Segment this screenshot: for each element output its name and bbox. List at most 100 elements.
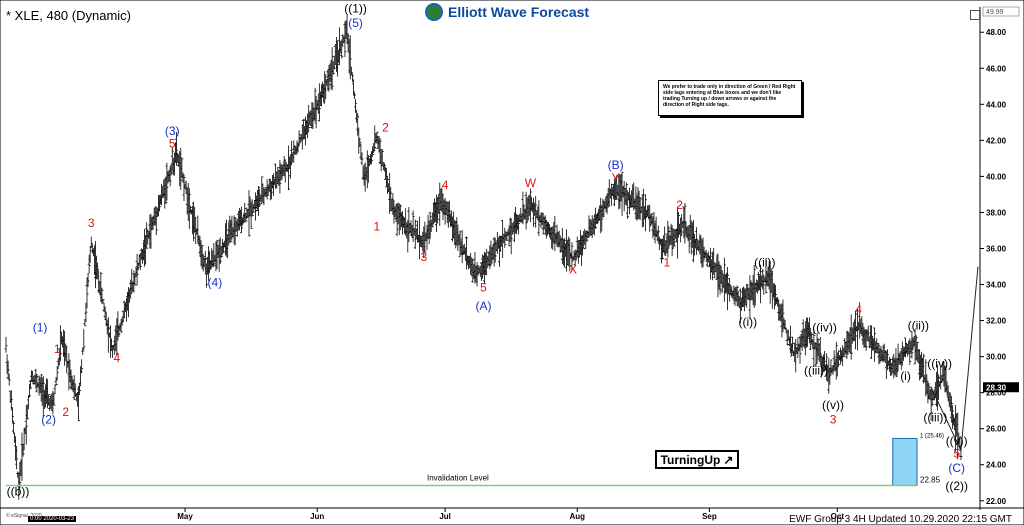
ohlc-bar: [834, 341, 838, 380]
symbol-title: * XLE, 480 (Dynamic): [6, 8, 131, 23]
wave-label: (i): [900, 369, 911, 383]
ohlc-bar: [215, 239, 219, 270]
ohlc-bar: [503, 227, 507, 248]
ohlc-bar: [505, 233, 509, 241]
ohlc-bar: [72, 375, 76, 401]
ohlc-bar: [133, 274, 137, 286]
ohlc-bar: [380, 148, 384, 165]
ohlc-bar: [188, 205, 192, 214]
wave-label: X: [569, 263, 577, 277]
blue-box-top-label: 1 (25.46): [920, 433, 944, 439]
ohlc-bar: [182, 175, 186, 201]
ohlc-bar: [103, 306, 107, 320]
ohlc-bar: [534, 196, 538, 228]
ohlc-bar: [620, 171, 624, 216]
wave-label: ((v)): [822, 398, 844, 412]
ohlc-bar: [464, 236, 468, 270]
wave-label: ((v)): [946, 434, 968, 448]
y-tick-label: 46.00: [986, 64, 1007, 73]
wave-label: ((iii)): [923, 410, 947, 424]
y-tick-label: 32.00: [986, 317, 1007, 326]
wave-label: 1: [54, 342, 61, 356]
ohlc-bar: [11, 420, 15, 433]
ohlc-bar: [301, 119, 305, 140]
ohlc-bar: [683, 202, 687, 244]
ohlc-bar: [570, 242, 574, 271]
ohlc-bar: [27, 383, 31, 397]
wave-label: (A): [475, 299, 491, 313]
ohlc-bar: [384, 169, 388, 188]
ohlc-bar: [87, 254, 91, 274]
ohlc-bar: [785, 330, 789, 346]
ohlc-bar: [24, 405, 28, 445]
wave-label: ((iv)): [812, 320, 837, 334]
blue-box-zone: [892, 437, 918, 486]
ohlc-bar: [386, 176, 390, 194]
ohlc-bar: [723, 274, 727, 294]
ohlc-bar: [663, 226, 667, 255]
ohlc-bar: [101, 299, 105, 304]
x-tick-label: Sep: [702, 512, 717, 521]
wave-label: 5: [480, 281, 487, 295]
chart-menu-icon[interactable]: [970, 10, 980, 20]
ohlc-bar: [53, 384, 57, 395]
ohlc-bar: [58, 325, 62, 362]
ohlc-bar: [317, 83, 321, 122]
ohlc-bar: [743, 289, 747, 312]
ohlc-bar: [914, 335, 918, 361]
ohlc-bar: [600, 204, 604, 232]
ohlc-bar: [37, 375, 41, 396]
ohlc-bar: [203, 250, 207, 275]
ohlc-bar: [21, 443, 25, 457]
cursor-date-box: 0:00 2020-03-23: [28, 516, 77, 522]
brand-logo: Elliott Wave Forecast: [425, 1, 589, 23]
ohlc-bar: [119, 318, 123, 333]
ohlc-bar: [930, 390, 934, 407]
ohlc-bar: [708, 247, 712, 280]
ohlc-bar: [154, 206, 158, 236]
ohlc-bar: [458, 230, 462, 258]
ohlc-bar: [866, 325, 870, 342]
wave-label: 3: [420, 250, 427, 264]
ohlc-bar: [52, 392, 56, 406]
ohlc-bar: [247, 190, 251, 237]
y-tick-label: 28.00: [986, 389, 1007, 398]
ohlc-bar: [240, 206, 244, 234]
ohlc-bar: [164, 176, 168, 205]
ohlc-bar: [735, 285, 739, 307]
ohlc-bar: [230, 215, 234, 240]
ohlc-bar: [756, 271, 760, 291]
ohlc-bar: [609, 183, 613, 206]
ohlc-bar: [726, 267, 730, 311]
wave-label: 1: [663, 256, 670, 270]
ohlc-bar: [937, 374, 941, 399]
projection-path: [930, 266, 979, 453]
ohlc-bar: [292, 140, 296, 163]
ohlc-bar: [290, 140, 294, 166]
ohlc-bar: [949, 395, 953, 423]
wave-label: 4: [113, 351, 120, 365]
ohlc-bar: [905, 342, 909, 354]
ohlc-bar: [596, 212, 600, 225]
wave-label: 3: [830, 412, 837, 426]
ohlc-bar: [413, 219, 417, 249]
ohlc-bar: [590, 215, 594, 239]
y-tick-label: 40.00: [986, 172, 1007, 181]
ohlc-bar: [460, 230, 464, 264]
ohlc-bar: [510, 222, 514, 235]
current-price-tag: [983, 382, 1019, 393]
ohlc-bar: [170, 147, 174, 172]
ohlc-bar: [18, 462, 22, 490]
ohlc-bar: [375, 131, 379, 144]
ohlc-bar: [875, 338, 879, 354]
ohlc-bar: [250, 199, 254, 217]
ohlc-bar: [99, 271, 103, 302]
esignal-stamp: © eSignal, 2020: [6, 513, 42, 519]
ohlc-bar: [332, 55, 336, 70]
ohlc-bar: [553, 215, 557, 252]
ohlc-bar: [672, 228, 676, 247]
ohlc-bar: [509, 218, 513, 255]
ohlc-bar: [722, 257, 726, 302]
wave-label: Y: [612, 171, 620, 185]
ohlc-bar: [650, 213, 654, 225]
